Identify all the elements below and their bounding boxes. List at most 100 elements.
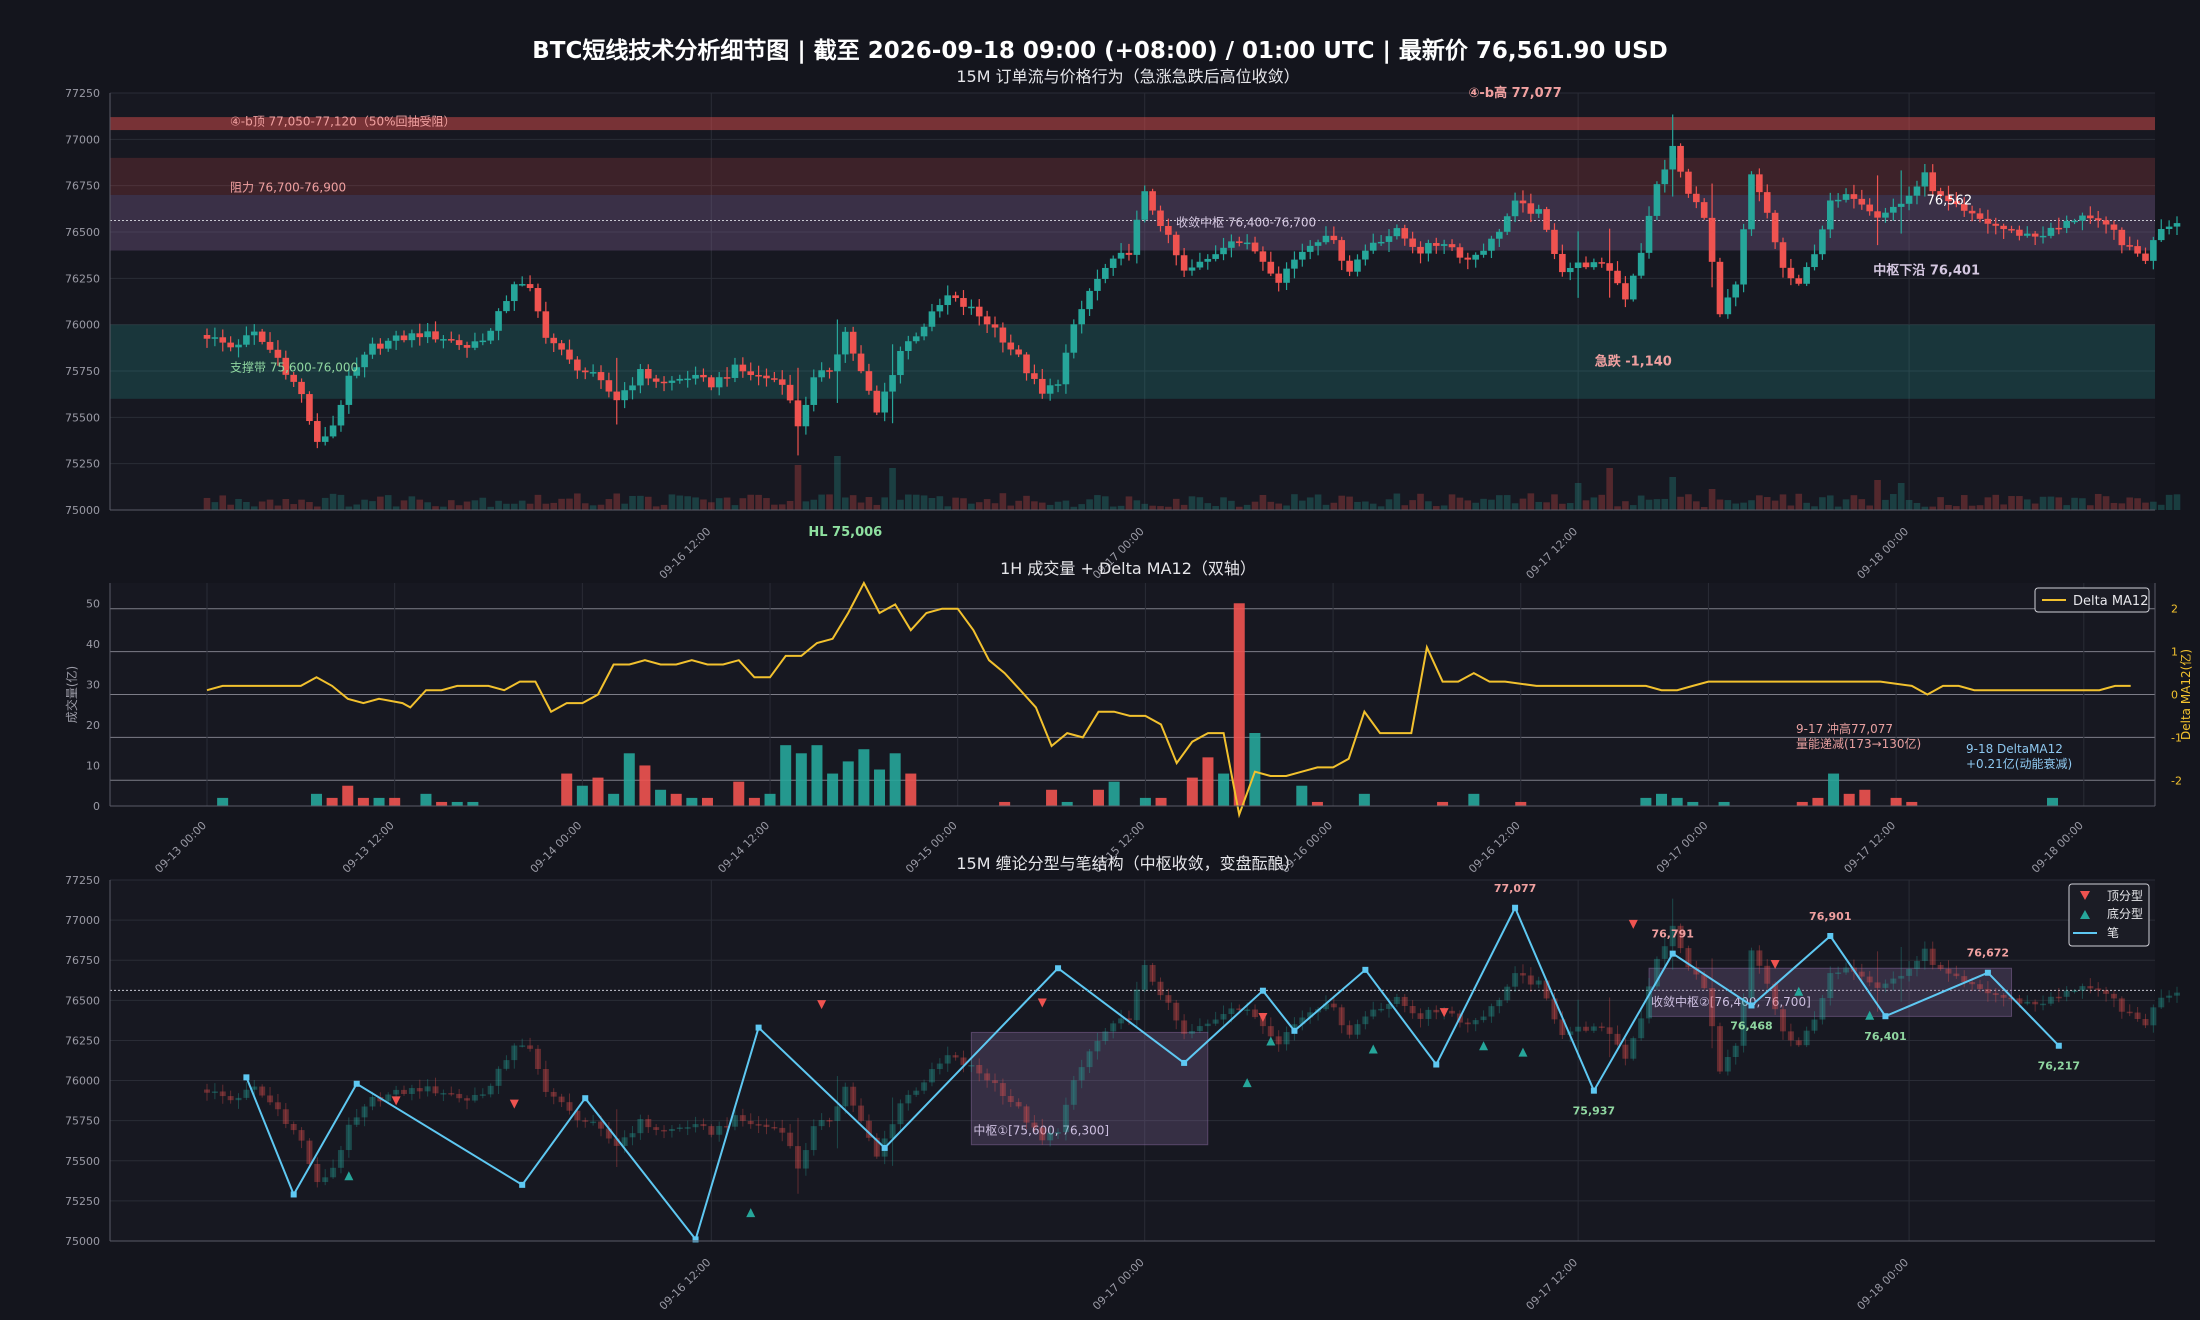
candle-body xyxy=(1976,213,1984,219)
volume-bar xyxy=(1945,505,1952,510)
faint-candle-body xyxy=(944,1055,951,1064)
candle-body xyxy=(2165,226,2173,230)
faint-candle-body xyxy=(1953,973,1960,977)
faint-candle-body xyxy=(661,1129,668,1132)
volume-bar xyxy=(1046,504,1054,510)
panel1-plot-area xyxy=(110,93,2155,510)
faint-candle-body xyxy=(913,1090,920,1095)
candle-body xyxy=(1661,169,1669,185)
candle-body xyxy=(1362,250,1369,260)
bi-vertex xyxy=(1827,932,1834,939)
faint-candle-body xyxy=(1449,1010,1456,1014)
candle-body xyxy=(897,350,904,376)
faint-candle-body xyxy=(598,1121,604,1129)
volume-bar xyxy=(447,500,455,510)
panel2-volume-bar xyxy=(1656,793,1668,806)
faint-candle-body xyxy=(842,1086,849,1107)
bottom-fractal-marker xyxy=(1266,1036,1276,1046)
panel3-price-label-7: 76,217 xyxy=(2038,1060,2080,1073)
volume-bar xyxy=(1070,506,1078,510)
panel3-ytick-label: 76500 xyxy=(65,994,100,1007)
volume-bar xyxy=(897,499,904,510)
candle-body xyxy=(511,284,518,302)
volume-bar xyxy=(794,465,802,510)
candle-body xyxy=(810,377,818,405)
faint-candle-body xyxy=(2000,994,2007,998)
candle-body xyxy=(1283,268,1290,283)
candle-body xyxy=(2063,220,2070,228)
panel2-volume-bar xyxy=(217,797,229,806)
faint-candle-body xyxy=(1551,998,1558,1020)
candle-body xyxy=(605,380,613,392)
candle-body xyxy=(1157,210,1164,226)
volume-bar xyxy=(1779,494,1787,510)
panel1-zone-label-2: 收敛中枢 76,400-76,700 xyxy=(1176,215,1316,230)
candle-body xyxy=(1897,203,1905,207)
volume-bar xyxy=(1488,499,1495,510)
candle-body xyxy=(920,326,928,337)
faint-candle-body xyxy=(2110,993,2117,999)
panel2-volume-bar xyxy=(1468,793,1480,806)
volume-bar xyxy=(786,500,794,510)
volume-bar xyxy=(1062,500,1070,510)
faint-candle-body xyxy=(361,1106,368,1118)
volume-bar xyxy=(2047,496,2055,510)
volume-bar xyxy=(1819,497,1826,510)
volume-bar xyxy=(2134,498,2141,510)
volume-bar xyxy=(1172,498,1180,510)
volume-bar xyxy=(684,496,691,510)
faint-candle-body xyxy=(298,1130,305,1141)
candle-body xyxy=(676,378,684,381)
volume-bar xyxy=(1204,503,1212,510)
candle-body xyxy=(589,372,597,374)
panel3-price-label-3: 76,468 xyxy=(1730,1019,1772,1032)
candle-body xyxy=(794,400,802,427)
panel3-ytick-label: 75250 xyxy=(65,1195,100,1208)
volume-bar xyxy=(1228,500,1235,510)
candle-body xyxy=(1590,262,1598,268)
volume-bar xyxy=(1511,503,1519,510)
faint-candle-body xyxy=(1031,1122,1038,1128)
volume-bar xyxy=(936,496,944,510)
volume-bar xyxy=(991,503,999,510)
bottom-fractal-marker xyxy=(344,1171,354,1181)
candle-body xyxy=(597,372,605,381)
candle-body xyxy=(2150,240,2157,261)
candle-body xyxy=(1771,212,1779,243)
volume-bar xyxy=(2031,503,2039,510)
candle-body xyxy=(1165,225,1172,235)
candle-body xyxy=(755,375,762,377)
panel2-volume-bar xyxy=(764,793,776,806)
panel3-price-label-4: 76,901 xyxy=(1809,910,1851,923)
panel2-ytick-label: 10 xyxy=(86,759,100,772)
faint-candle-body xyxy=(1937,964,1944,969)
volume-bar xyxy=(1629,505,1637,510)
panel3-zhongshu-label-0: 中枢①[75,600, 76,300] xyxy=(973,1123,1109,1138)
volume-bar xyxy=(1338,495,1346,510)
faint-candle-body xyxy=(582,1120,589,1122)
faint-candle-body xyxy=(1480,1016,1487,1021)
candle-body xyxy=(1779,242,1787,268)
faint-candle-body xyxy=(1401,996,1408,1006)
faint-candle-body xyxy=(2055,996,2062,999)
faint-candle-body xyxy=(873,1137,880,1157)
candle-body xyxy=(960,298,967,307)
panel2-volume-bar xyxy=(1139,797,1151,806)
candle-body xyxy=(274,349,282,358)
faint-candle-body xyxy=(1409,1005,1416,1014)
candle-body xyxy=(321,436,329,442)
candle-body xyxy=(1645,215,1653,253)
panel2-delta-line xyxy=(206,580,2131,819)
faint-candle-body xyxy=(952,1055,959,1058)
volume-bar xyxy=(1102,496,1109,510)
top-fractal-marker xyxy=(1770,960,1780,970)
candle-body xyxy=(384,340,392,349)
candle-body xyxy=(629,385,636,391)
volume-bar xyxy=(384,495,392,510)
faint-candle-body xyxy=(1472,1020,1479,1025)
faint-candle-body xyxy=(1086,1051,1093,1068)
faint-candle-body xyxy=(1512,973,1519,987)
panel2-volume-bar xyxy=(467,801,479,806)
volume-bar xyxy=(1212,506,1219,510)
faint-candle-body xyxy=(306,1140,313,1164)
